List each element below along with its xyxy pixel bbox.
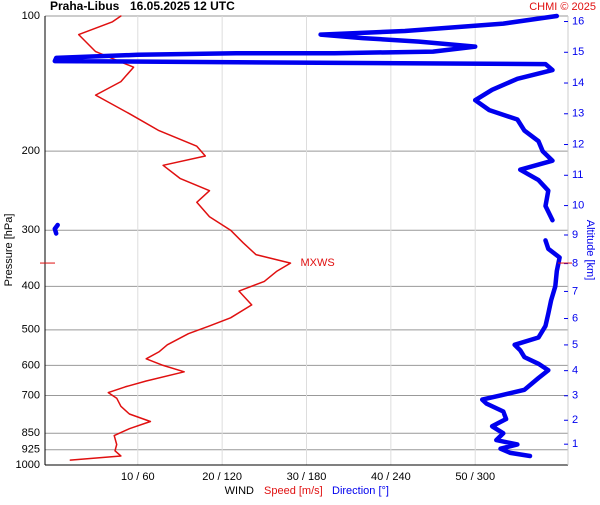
y2-tick-label: 8 — [572, 258, 578, 270]
x-tick-label: 20 / 120 — [202, 471, 242, 483]
y-tick-label: 300 — [22, 224, 40, 236]
y2-tick-label: 5 — [572, 339, 578, 351]
x-tick-label: 40 / 240 — [371, 471, 411, 483]
y-tick-label: 200 — [22, 145, 40, 157]
direction-line — [52, 13, 562, 459]
y2-tick-label: 6 — [572, 312, 578, 324]
chart-title: Praha-Libus — [50, 0, 120, 13]
speed-line — [69, 15, 292, 461]
legend-speed: Speed [m/s] — [264, 485, 323, 497]
y2-tick-label: 12 — [572, 138, 584, 150]
y-tick-label: 100 — [22, 10, 40, 22]
credit: CHMI © 2025 — [529, 1, 596, 13]
y-tick-label: 600 — [22, 359, 40, 371]
y-tick-label: 700 — [22, 389, 40, 401]
y2-axis-label: Altitude [km] — [584, 220, 596, 281]
annotation: MXWS — [300, 257, 334, 269]
y2-tick-label: 10 — [572, 199, 584, 211]
y2-tick-label: 9 — [572, 229, 578, 241]
x-tick-label: 10 / 60 — [121, 471, 155, 483]
y2-tick-label: 15 — [572, 46, 584, 58]
y-tick-label: 925 — [22, 444, 40, 456]
y2-tick-label: 14 — [572, 77, 584, 89]
y2-tick-label: 2 — [572, 414, 578, 426]
chart-subtitle: 16.05.2025 12 UTC — [130, 0, 235, 13]
x-axis-label: WIND — [225, 485, 254, 497]
y2-tick-label: 3 — [572, 390, 578, 402]
x-tick-label: 30 / 180 — [287, 471, 327, 483]
y2-tick-label: 1 — [572, 438, 578, 450]
x-tick-label: 50 / 300 — [455, 471, 495, 483]
y2-tick-label: 13 — [572, 108, 584, 120]
y-tick-label: 850 — [22, 427, 40, 439]
legend-direction: Direction [°] — [332, 485, 389, 497]
y2-tick-label: 11 — [572, 169, 583, 181]
y2-tick-label: 7 — [572, 285, 578, 297]
y-tick-label: 400 — [22, 280, 40, 292]
y2-tick-label: 4 — [572, 365, 578, 377]
y-tick-label: 500 — [22, 324, 40, 336]
y2-tick-label: 16 — [572, 15, 584, 27]
y-tick-label: 1000 — [16, 459, 40, 471]
y-axis-label: Pressure [hPa] — [3, 214, 15, 287]
